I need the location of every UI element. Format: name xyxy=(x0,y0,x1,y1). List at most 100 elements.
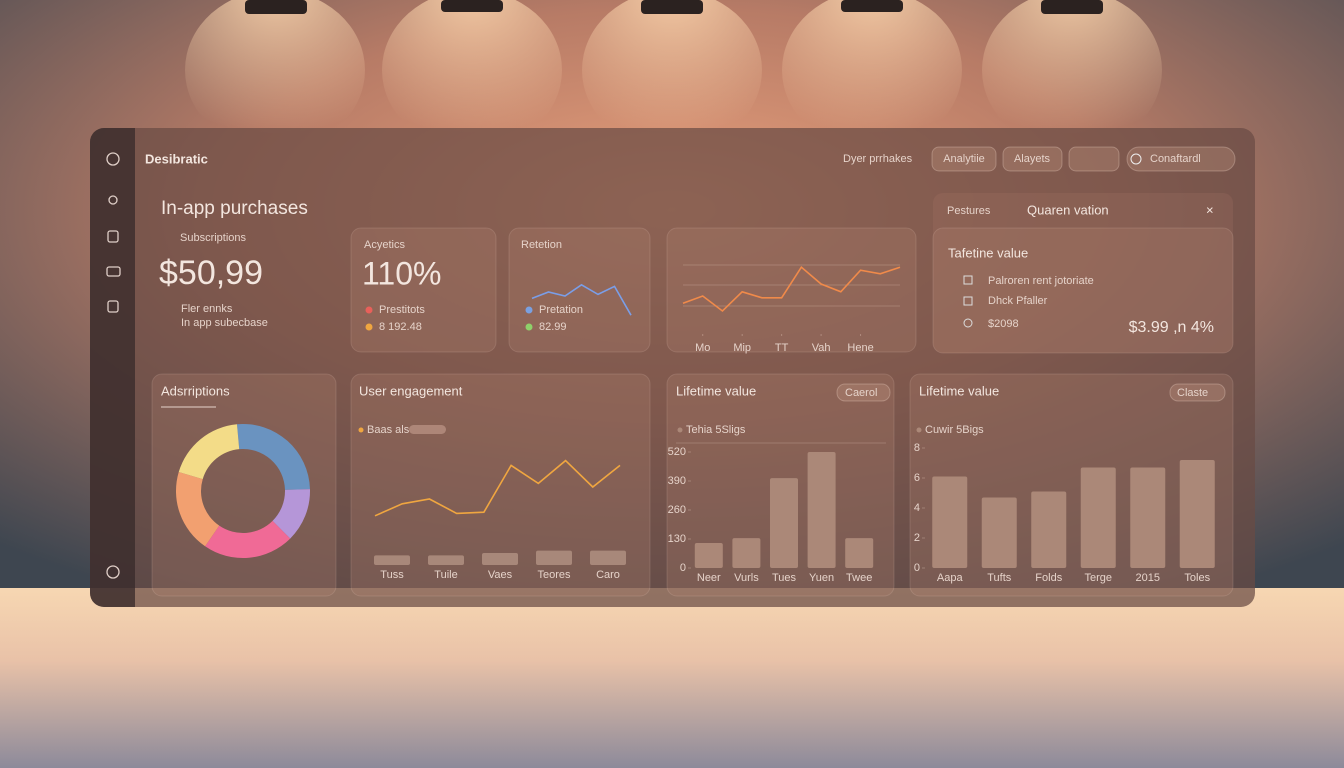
pie-slice xyxy=(178,424,240,480)
dropdown-button[interactable] xyxy=(1169,383,1226,402)
y-tick-label: 130 xyxy=(668,533,686,545)
x-tick-label: TT xyxy=(775,342,789,354)
pie-slice xyxy=(176,472,220,547)
row-icon xyxy=(963,318,973,328)
bar xyxy=(770,478,798,568)
card-title: Tafetine value xyxy=(948,245,1028,260)
legend-dot xyxy=(525,323,533,331)
action-icon xyxy=(1130,153,1142,165)
search-button[interactable] xyxy=(1068,146,1120,172)
x-tick-label: Hene xyxy=(847,342,873,354)
hero-note: Fler ennks xyxy=(181,303,233,315)
breadcrumb[interactable]: Quaren vation xyxy=(1027,202,1109,217)
menu[interactable]: Dyer prrhakes xyxy=(843,153,913,165)
tab[interactable]: Analytiie xyxy=(943,153,985,165)
bar xyxy=(845,538,874,568)
hero-title: In-app purchases xyxy=(161,198,308,219)
y-tick-label: 520 xyxy=(668,446,686,458)
row: $2098 xyxy=(988,318,1019,330)
x-tick-label: Vurls xyxy=(734,572,759,584)
legend-dot xyxy=(365,323,373,331)
card-title: Lifetime value xyxy=(676,383,756,398)
floor xyxy=(0,588,1344,768)
brand: Desibratic xyxy=(145,151,208,166)
card-title: Retetion xyxy=(521,239,562,251)
x-tick-label: Tufts xyxy=(987,572,1012,584)
card xyxy=(350,227,497,353)
x-tick-label: Vaes xyxy=(488,569,513,581)
bar xyxy=(1031,491,1067,568)
sidebar xyxy=(90,128,135,607)
hero-amount: $50,99 xyxy=(159,254,263,292)
tab[interactable]: Alayets xyxy=(1014,153,1051,165)
legend-dot xyxy=(916,427,922,433)
y-tick-label: 0 xyxy=(680,562,686,574)
x-tick-label: Yuen xyxy=(809,572,834,584)
tab-button[interactable] xyxy=(931,146,997,172)
dropdown[interactable]: Caerol xyxy=(845,387,877,399)
x-tick-label: Tues xyxy=(772,572,797,584)
line xyxy=(374,459,621,517)
card-title: Lifetime value xyxy=(919,383,999,398)
x-tick-label: Teores xyxy=(537,569,571,581)
bar xyxy=(374,555,410,565)
y-tick-label: 4 xyxy=(914,502,920,514)
x-tick-label: Twee xyxy=(846,572,872,584)
x-tick-label: Mip xyxy=(733,342,751,354)
y-tick-label: 260 xyxy=(668,504,686,516)
dropdown[interactable]: Claste xyxy=(1177,387,1208,399)
legend-dot xyxy=(525,306,533,314)
x-tick-label: Tuss xyxy=(380,569,404,581)
y-tick-label: 390 xyxy=(668,475,686,487)
card-value: 110% xyxy=(362,255,441,291)
legend-dot xyxy=(677,427,683,433)
action[interactable]: Conaftardl xyxy=(1150,153,1201,165)
hero-caption: In app subecbase xyxy=(181,317,268,329)
pie-slice xyxy=(205,520,291,558)
row-icon xyxy=(963,296,973,306)
legend-dot xyxy=(365,306,373,314)
y-tick-label: 6 xyxy=(914,472,920,484)
bar xyxy=(981,497,1017,568)
x-tick-label: Terge xyxy=(1084,572,1112,584)
action-button[interactable] xyxy=(1126,146,1236,172)
x-tick-label: Neer xyxy=(697,572,721,584)
card-title: Adsrriptions xyxy=(161,383,230,398)
bar xyxy=(1179,460,1215,568)
breadcrumb[interactable]: Pestures xyxy=(947,205,991,217)
card xyxy=(666,227,917,353)
line xyxy=(682,265,901,313)
row: Dhck Pfaller xyxy=(988,295,1048,307)
legend-label: Cuwir 5Bigs xyxy=(925,424,984,436)
y-tick-label: 2 xyxy=(914,532,920,544)
bar xyxy=(807,452,836,568)
lamps xyxy=(185,0,1162,150)
x-tick-label: Tuile xyxy=(434,569,457,581)
x-tick-label: 2015 xyxy=(1136,572,1160,584)
bar xyxy=(1130,467,1166,568)
total: $3.99 ,n 4% xyxy=(1129,319,1214,336)
legend-label: 8 192.48 xyxy=(379,321,422,333)
bar xyxy=(1080,467,1116,568)
bar xyxy=(932,476,968,568)
x-tick-label: Mo xyxy=(695,342,710,354)
tab-button[interactable] xyxy=(1002,146,1063,172)
bar xyxy=(536,550,572,565)
legend-label: Tehia 5Sligs xyxy=(686,424,746,436)
close[interactable]: × xyxy=(1206,202,1214,217)
pie-slice xyxy=(272,489,310,539)
card xyxy=(508,227,651,353)
x-tick-label: Toles xyxy=(1184,572,1210,584)
bar xyxy=(428,555,464,565)
hero-label: Subscriptions xyxy=(180,232,247,244)
card xyxy=(932,227,1234,354)
x-tick-label: Vah xyxy=(812,342,831,354)
legend-dot xyxy=(358,427,364,433)
row: Palroren rent jotoriate xyxy=(988,275,1094,287)
legend-label: Pretation xyxy=(539,304,583,316)
sidebar-icons[interactable] xyxy=(106,152,121,579)
row-icon xyxy=(963,275,973,285)
dropdown-button[interactable] xyxy=(836,383,891,402)
